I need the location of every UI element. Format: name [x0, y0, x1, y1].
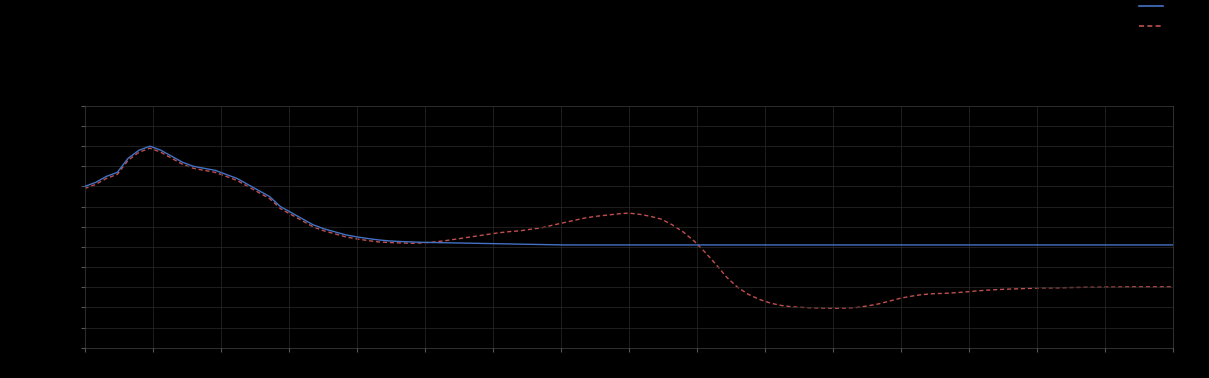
Legend: , : , — [1139, 2, 1168, 31]
